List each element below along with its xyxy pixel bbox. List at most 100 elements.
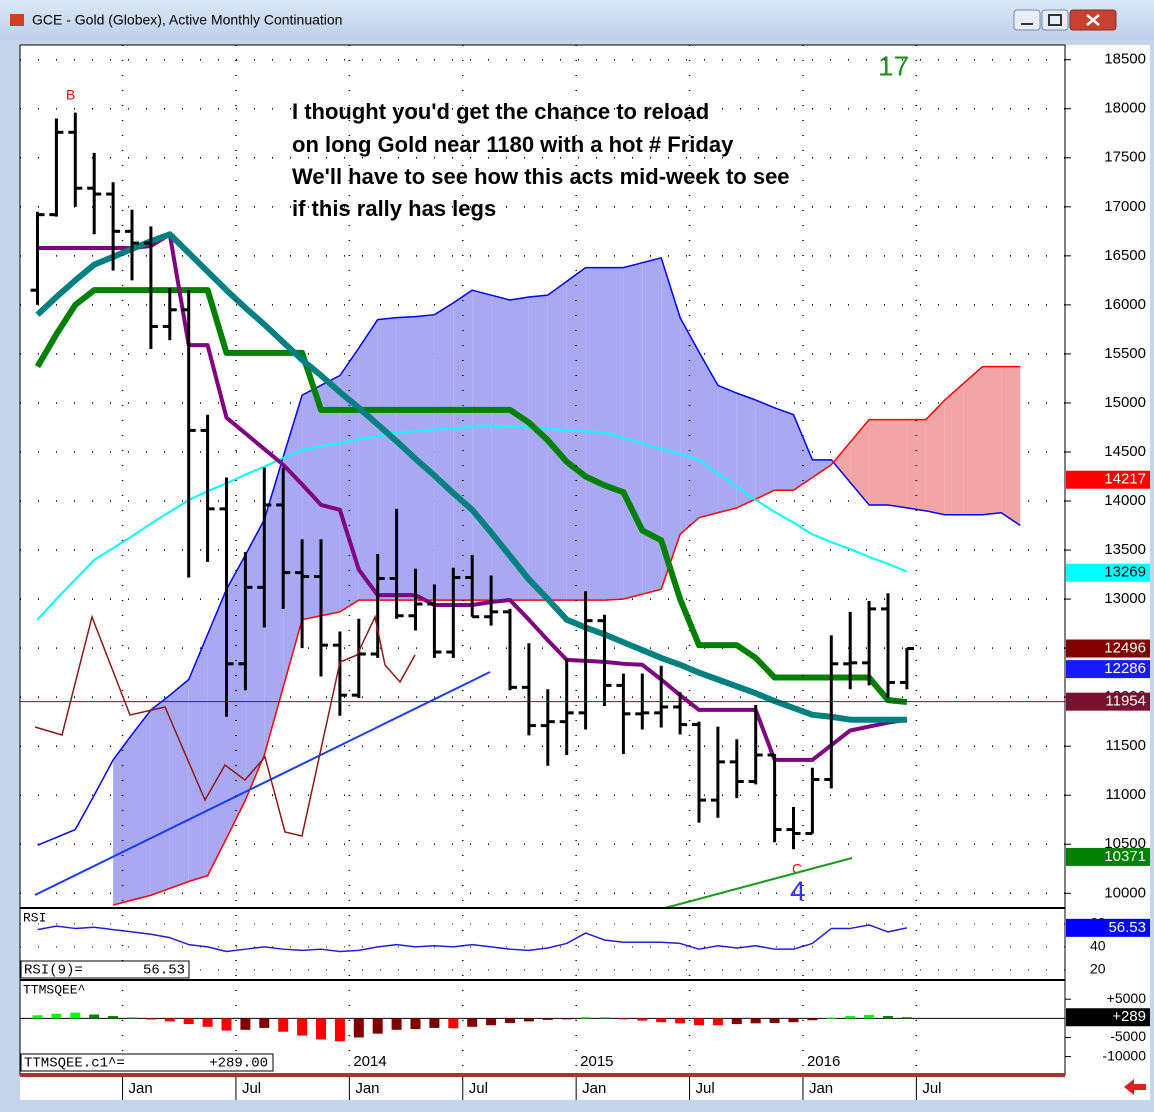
histogram-bar [618, 1018, 629, 1020]
study-line [34, 614, 416, 837]
cloud-fill [717, 385, 737, 513]
title-bar [0, 0, 1154, 40]
cloud-fill [472, 290, 492, 601]
annotation: if this rally has legs [292, 196, 496, 221]
trend-line [664, 857, 853, 909]
y-tick-label: 15000 [1104, 394, 1146, 411]
cloud-fill [585, 267, 605, 601]
cloud-lower [112, 365, 1021, 906]
cloud-fill [150, 695, 170, 896]
axes: 1000010500110001150012000125001300013500… [20, 45, 1150, 1100]
histogram-bar [637, 1018, 648, 1021]
histogram-bar [694, 1018, 704, 1026]
histogram-bar [145, 1018, 156, 1020]
panel-label: RSI [23, 910, 46, 925]
cloud-fill [491, 295, 510, 601]
year-label: 2016 [807, 1053, 840, 1070]
cloud-fill [169, 679, 189, 889]
histogram-bar [675, 1018, 686, 1024]
cloud-fill [226, 554, 246, 839]
y-tick-label: -5000 [1110, 1028, 1146, 1044]
cloud-fill [245, 519, 265, 801]
rsi-tag-label: 56.53 [1108, 919, 1146, 936]
histogram-bar [278, 1018, 289, 1032]
price-tag-label: 10371 [1104, 848, 1146, 865]
y-tick-label: 13000 [1104, 590, 1146, 607]
histogram-bar [788, 1018, 799, 1023]
price-tag [1066, 692, 1150, 711]
cloud-fill [963, 366, 983, 515]
histogram-bar [259, 1018, 270, 1028]
price-tag-label: 11954 [1105, 693, 1146, 710]
cloud-fill [415, 314, 435, 601]
cloud-fill [604, 267, 624, 601]
y-tick-label: 14000 [1104, 492, 1146, 509]
histogram-bar [334, 1018, 345, 1042]
histogram-bar [599, 1017, 610, 1019]
histogram-bar [845, 1016, 856, 1019]
histogram-bar [561, 1018, 572, 1020]
y-tick-label: 10000 [1104, 884, 1146, 901]
price-tag [1066, 660, 1150, 679]
price-plot [20, 58, 1065, 906]
annotation: C [792, 861, 802, 877]
histogram-bar [429, 1018, 440, 1028]
color-strip [20, 1073, 1065, 1077]
cloud-fill [321, 375, 340, 616]
x-tick-label: Jul [922, 1080, 941, 1097]
panel-label: TTMSQEE^ [23, 982, 85, 997]
cloud-fill [264, 456, 284, 756]
rsi-plot [20, 923, 1065, 971]
cloud-fill [566, 267, 586, 601]
histogram-bar [127, 1017, 137, 1019]
price-tag [1066, 563, 1150, 582]
annotation: 17 [878, 50, 909, 81]
histogram-bar [391, 1018, 402, 1030]
y-tick-label: -10000 [1102, 1047, 1146, 1063]
scroll-arrow[interactable] [1124, 1079, 1146, 1095]
histogram-bar [297, 1018, 308, 1036]
y-tick-label: 40 [1090, 938, 1106, 954]
histogram-bar [656, 1018, 667, 1023]
histogram-bar [467, 1018, 478, 1027]
app-icon [10, 14, 24, 26]
x-tick-label: Jul [469, 1080, 488, 1097]
cloud-fill [188, 634, 208, 882]
cloud-fill [888, 419, 907, 508]
x-tick-label: Jan [129, 1080, 153, 1097]
cloud-fill [736, 393, 756, 508]
readout-label: RSI(9)= [24, 963, 83, 979]
price-tag-label: 12496 [1104, 639, 1146, 656]
price-tag-label: 12286 [1104, 660, 1146, 677]
maximize-glyph [1048, 14, 1062, 26]
overlay-line [34, 287, 908, 706]
histogram-bar [240, 1018, 251, 1030]
rsi-line [37, 924, 908, 953]
histogram-bar [70, 1012, 81, 1019]
x-tick-label: Jul [696, 1080, 715, 1097]
histogram-bar [32, 1015, 43, 1019]
minimize-button[interactable] [1013, 9, 1041, 31]
histogram-bar [316, 1018, 326, 1040]
cloud-fill [434, 302, 454, 601]
histogram-bar [202, 1018, 213, 1027]
maximize-button[interactable] [1041, 9, 1069, 31]
y-tick-label: 17500 [1104, 149, 1146, 166]
histogram-bar [807, 1018, 818, 1021]
histogram-bar [864, 1014, 875, 1019]
cloud-upper [37, 257, 1021, 846]
cloud-fill [699, 351, 718, 518]
histogram-bar [712, 1018, 723, 1026]
histogram-bar [353, 1018, 364, 1038]
cloud-fill [850, 419, 870, 505]
y-tick-label: +5000 [1107, 990, 1147, 1006]
histogram-bar [89, 1014, 100, 1019]
cloud-fill [774, 407, 794, 491]
annotation: on long Gold near 1180 with a hot # Frid… [292, 132, 734, 157]
histogram-bar [901, 1017, 912, 1019]
cloud-fill [661, 257, 681, 590]
histogram-bar [731, 1018, 742, 1025]
readout-value: +289.00 [209, 1056, 268, 1072]
cloud-fill [680, 317, 699, 535]
